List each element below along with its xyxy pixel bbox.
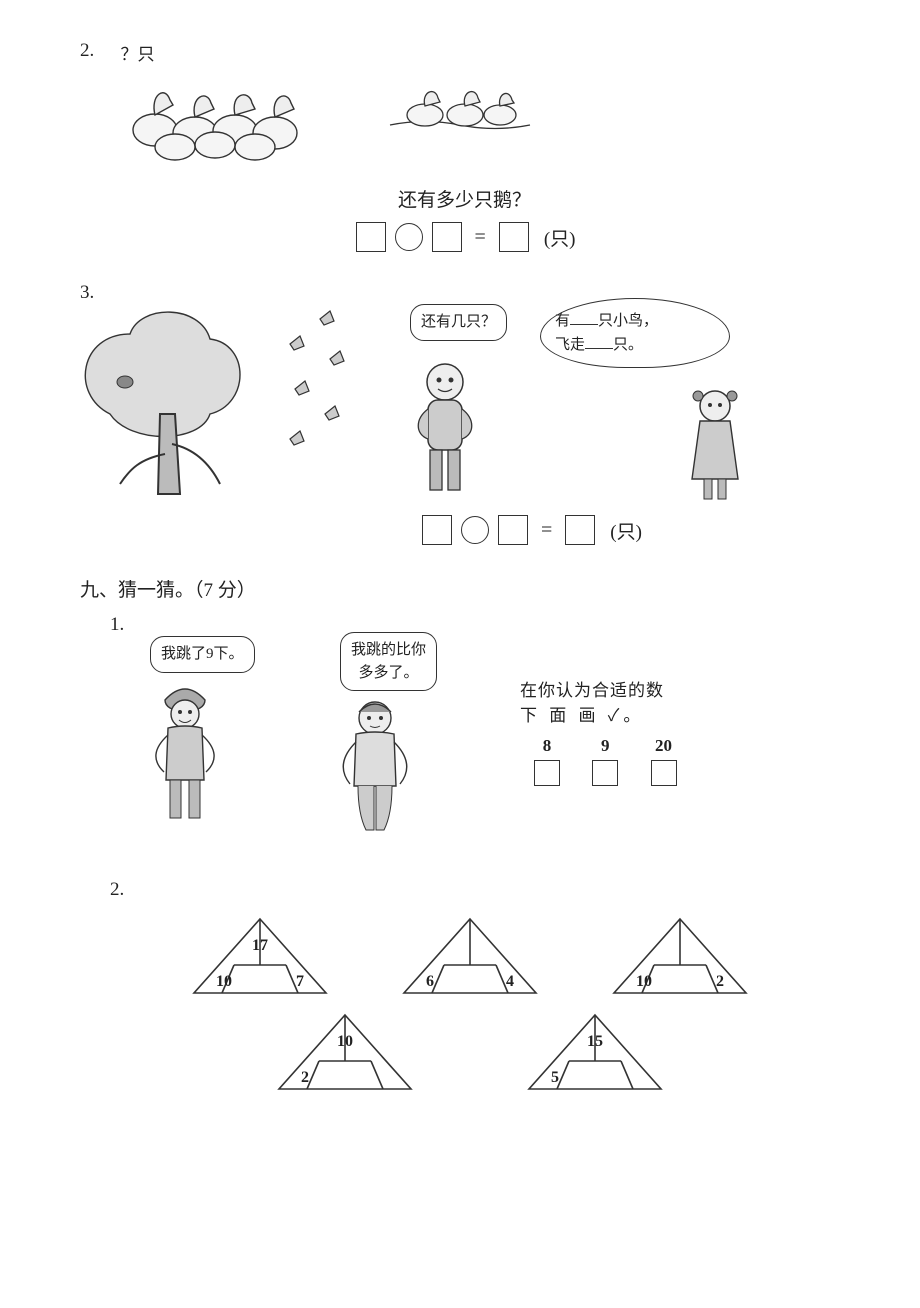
tri-bl: 6 bbox=[426, 973, 434, 991]
cloud-text: 只小鸟， bbox=[598, 313, 658, 329]
tri-br: 2 bbox=[716, 973, 724, 991]
kid-right-figure: 我跳的比你 多多了。 bbox=[310, 636, 500, 849]
problem-3-body: 还有几只？ 有 bbox=[80, 304, 820, 545]
equals-sign: = bbox=[541, 519, 552, 542]
problem-9-2-number: 2. bbox=[110, 879, 140, 901]
tri-bl: 10 bbox=[636, 973, 652, 991]
problem-2: 2. ？只 bbox=[80, 40, 840, 252]
choice-number: 9 bbox=[601, 736, 610, 755]
tri-top: 10 bbox=[275, 1033, 415, 1051]
choice-number: 8 bbox=[543, 736, 552, 755]
problem-2-number: 2. bbox=[80, 40, 110, 62]
girl-icon bbox=[680, 384, 750, 504]
problem-3-equation: = (只) bbox=[420, 515, 820, 545]
tri-br: 4 bbox=[506, 973, 514, 991]
kid-right-text-l1: 我跳的比你 bbox=[351, 642, 426, 658]
problem-3-number: 3. bbox=[80, 282, 110, 304]
choice-box[interactable] bbox=[651, 760, 677, 786]
geese-swimming-icon bbox=[385, 70, 535, 140]
cloud-text: 有 bbox=[555, 313, 570, 329]
problem-9-2-body: 17 10 7 6 4 10 2 10 2 bbox=[110, 901, 830, 1107]
problem-2-body: ？只 bbox=[115, 40, 815, 252]
geese-group-illustration: ？只 bbox=[115, 40, 325, 170]
triangle[interactable]: 17 10 7 bbox=[190, 915, 330, 997]
cloud-text: 飞走 bbox=[555, 337, 585, 353]
problem-9-1: 1. 我跳了9下。 bbox=[110, 614, 840, 849]
boy-speech-bubble: 还有几只？ bbox=[410, 304, 507, 341]
triangle-row-1: 17 10 7 6 4 10 2 bbox=[110, 915, 830, 997]
operator-circle[interactable] bbox=[461, 516, 489, 544]
kid-left-bubble: 我跳了9下。 bbox=[150, 636, 255, 673]
problem-2-question: 还有多少只鹅？ bbox=[115, 185, 815, 212]
choice-9: 9 bbox=[592, 736, 618, 786]
choices-row: 8 9 20 bbox=[520, 736, 691, 786]
geese-standing-icon bbox=[115, 65, 325, 165]
tri-bl: 10 bbox=[216, 973, 232, 991]
instruction-l2: 下 面 画 ✓。 bbox=[520, 701, 691, 726]
triangle[interactable]: 10 2 bbox=[610, 915, 750, 997]
answer-box[interactable] bbox=[422, 515, 452, 545]
triangle[interactable]: 15 5 bbox=[525, 1011, 665, 1093]
kid-right-text-l2: 多多了。 bbox=[359, 665, 419, 681]
answer-box[interactable] bbox=[432, 222, 462, 252]
choice-panel: 在你认为合适的数 下 面 画 ✓。 8 9 20 bbox=[520, 676, 691, 786]
problem-3: 3. bbox=[80, 282, 840, 545]
triangle[interactable]: 6 4 bbox=[400, 915, 540, 997]
kid-left-icon bbox=[140, 680, 230, 830]
choice-number: 20 bbox=[655, 736, 672, 755]
kid-right-icon bbox=[330, 694, 420, 844]
cloud-text: 只。 bbox=[613, 337, 643, 353]
fill-blank[interactable] bbox=[585, 335, 613, 349]
unit-label: (只) bbox=[610, 517, 642, 544]
choice-8: 8 bbox=[534, 736, 560, 786]
tri-bl: 5 bbox=[551, 1069, 559, 1087]
triangle-row-2: 10 2 15 5 bbox=[110, 1011, 830, 1093]
section-9-title: 九、猜一猜。（7 分） bbox=[80, 575, 840, 602]
boy-icon bbox=[400, 354, 490, 504]
tree-icon bbox=[80, 304, 250, 504]
girl-thought-cloud: 有 只小鸟， 飞走 只。 bbox=[540, 298, 730, 368]
kid-left-text: 我跳了9下。 bbox=[161, 646, 244, 662]
answer-box[interactable] bbox=[498, 515, 528, 545]
kid-right-bubble: 我跳的比你 多多了。 bbox=[340, 632, 437, 691]
tri-top: 17 bbox=[190, 937, 330, 955]
problem-9-1-body: 我跳了9下。 bbox=[110, 636, 830, 849]
boy-speech-text: 还有几只？ bbox=[421, 314, 496, 330]
tri-br: 7 bbox=[296, 973, 304, 991]
girl-figure: 有 只小鸟， 飞走 只。 bbox=[540, 304, 770, 509]
unit-label: (只) bbox=[544, 224, 576, 251]
answer-box[interactable] bbox=[356, 222, 386, 252]
problem-9-1-number: 1. bbox=[110, 614, 140, 636]
answer-box[interactable] bbox=[499, 222, 529, 252]
equals-sign: = bbox=[475, 226, 486, 249]
choice-box[interactable] bbox=[592, 760, 618, 786]
tri-top: 15 bbox=[525, 1033, 665, 1051]
fill-blank[interactable] bbox=[570, 311, 598, 325]
operator-circle[interactable] bbox=[395, 223, 423, 251]
birds-flying-icon bbox=[260, 304, 370, 474]
triangle[interactable]: 10 2 bbox=[275, 1011, 415, 1093]
problem-2-equation: = (只) bbox=[115, 222, 815, 252]
problem-9-2: 2. 17 10 7 6 4 10 2 bbox=[110, 879, 840, 1107]
tri-bl: 2 bbox=[301, 1069, 309, 1087]
boy-figure: 还有几只？ bbox=[380, 304, 530, 509]
kid-left-figure: 我跳了9下。 bbox=[110, 636, 290, 835]
choice-20: 20 bbox=[651, 736, 677, 786]
answer-box[interactable] bbox=[565, 515, 595, 545]
geese-count-label: ？只 bbox=[121, 40, 325, 65]
instruction-l1: 在你认为合适的数 bbox=[520, 676, 691, 701]
choice-box[interactable] bbox=[534, 760, 560, 786]
